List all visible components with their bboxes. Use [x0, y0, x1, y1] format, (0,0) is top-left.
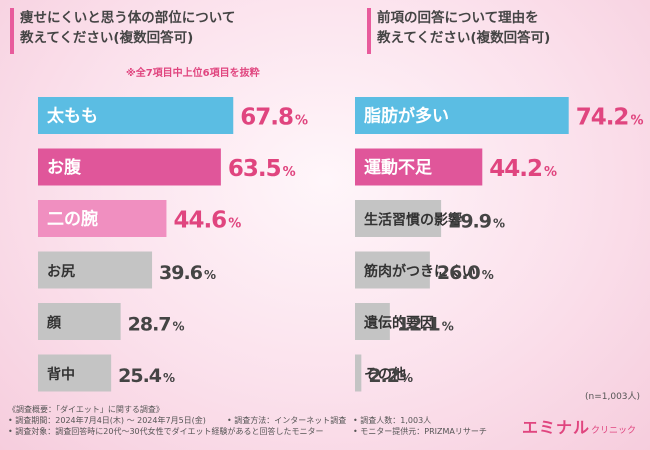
bar-value-1-3: 44.6% — [173, 208, 241, 234]
question-right: 前項の回答について理由を 教えてください(複数回答可) — [367, 8, 550, 54]
survey-count: • 調査人数：1,003人 — [353, 416, 432, 425]
bar-2-3 — [355, 200, 442, 237]
bar-value-2-3: 29.9% — [448, 211, 505, 233]
bar-1-1 — [38, 97, 234, 134]
bar-value-2-1: 74.2% — [576, 105, 644, 131]
question-right-accent — [367, 8, 371, 54]
logo-main: エミナル — [522, 418, 591, 437]
survey-period: • 調査期間：2024年7月4日(木) ～ 2024年7月5日(金) — [8, 416, 206, 425]
bar-label-1-6: 背中 — [47, 366, 75, 383]
selection-note: ※全7項目中上位6項目を抜粋 — [126, 68, 260, 79]
bar-label-2-5: 遺伝的要因 — [364, 315, 434, 332]
bar-label-2-4: 筋肉がつきにくい — [364, 263, 476, 280]
question-left-accent — [10, 8, 14, 54]
bar-value-2-6: 2.2% — [368, 365, 413, 387]
survey-provider: • モニター提供元：PRIZMAリサーチ — [353, 427, 487, 436]
bar-2-4 — [355, 251, 430, 289]
question-left-text: 痩せにくいと思う体の部位について 教えてください(複数回答可) — [20, 10, 236, 46]
bar-label-2-1: 脂肪が多い — [364, 106, 449, 127]
bar-value-1-1: 67.8% — [240, 105, 308, 131]
bar-label-2-6: その他 — [364, 366, 406, 383]
bar-1-4 — [38, 251, 153, 289]
respondents-note: (n=1,003人) — [585, 392, 641, 402]
survey-method: • 調査方法：インターネット調査 — [227, 416, 347, 425]
bar-value-2-5: 12.1% — [397, 314, 454, 336]
bar-2-2 — [355, 148, 483, 186]
survey-target: • 調査対象：調査回答時に20代～30代女性でダイエット経験があると回答したモニ… — [8, 427, 324, 436]
survey-title: 《調査概要：「ダイエット」に関する調査》 — [8, 405, 164, 414]
bar-2-6 — [355, 354, 362, 392]
bar-1-6 — [38, 354, 112, 392]
question-right-text: 前項の回答について理由を 教えてください(複数回答可) — [377, 10, 551, 46]
bar-value-1-6: 25.4% — [118, 365, 175, 387]
bar-label-1-5: 顔 — [46, 315, 62, 332]
question-left: 痩せにくいと思う体の部位について 教えてください(複数回答可) — [10, 8, 235, 54]
bar-value-2-2: 44.2% — [489, 156, 557, 182]
bar-label-2-3: 生活習慣の影響 — [364, 212, 462, 229]
clinic-logo: エミナル クリニック — [522, 414, 636, 438]
bar-label-1-1: 太もも — [47, 106, 98, 127]
bar-label-1-2: お腹 — [47, 157, 82, 178]
bar-label-2-2: 運動不足 — [364, 157, 432, 178]
bar-label-1-4: お尻 — [47, 264, 75, 280]
bar-1-3 — [38, 200, 167, 237]
bar-1-5 — [38, 303, 121, 340]
bar-2-1 — [355, 97, 569, 134]
bar-label-1-3: 二の腕 — [47, 209, 98, 230]
bar-value-2-4: 26.0% — [437, 262, 494, 284]
logo-sub: クリニック — [591, 426, 637, 436]
bar-value-1-5: 28.7% — [128, 314, 185, 336]
bar-value-1-2: 63.5% — [228, 156, 296, 182]
bar-value-1-4: 39.6% — [159, 262, 216, 284]
bar-2-5 — [355, 303, 390, 340]
bar-1-2 — [38, 148, 221, 186]
